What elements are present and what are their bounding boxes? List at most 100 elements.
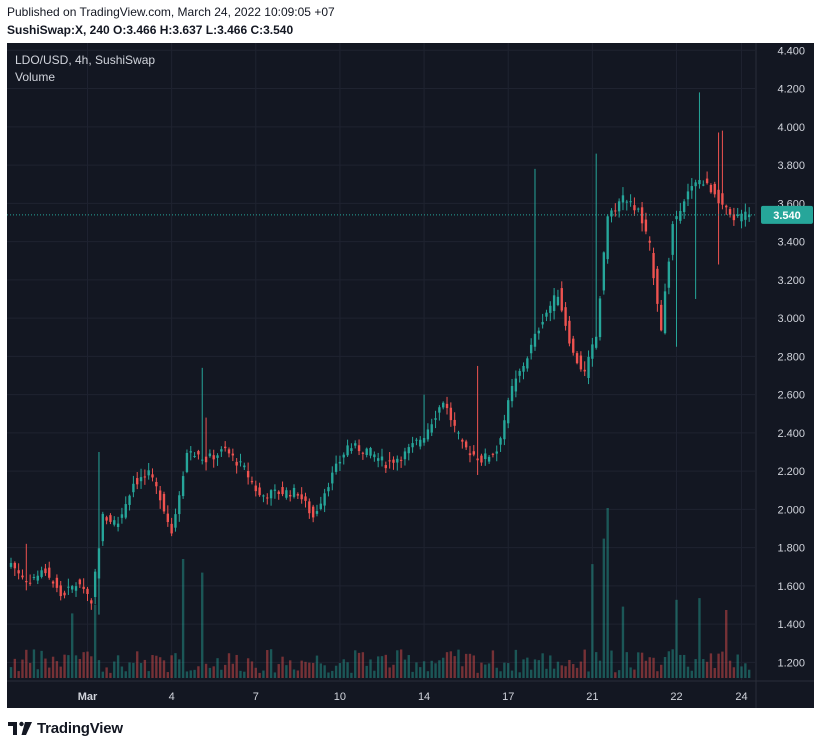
volume-bar	[682, 654, 686, 678]
volume-bar	[132, 662, 135, 678]
volume-bar	[315, 655, 319, 678]
candle-body	[698, 180, 701, 185]
candle-body	[644, 219, 648, 232]
volume-bar	[705, 661, 709, 678]
volume-bar	[78, 658, 82, 678]
candle-body	[71, 586, 74, 590]
candle-body	[747, 214, 751, 218]
candle-body	[415, 439, 418, 441]
y-tick-label: 4.400	[777, 45, 805, 57]
volume-bar	[625, 652, 628, 678]
candle-body	[621, 195, 625, 203]
x-tick-label: Mar	[78, 691, 98, 703]
volume-bar	[216, 658, 219, 678]
volume-bar	[9, 667, 13, 678]
volume-bar	[373, 670, 376, 678]
volume-bar	[541, 653, 544, 678]
candle-body	[323, 493, 326, 506]
candle-body	[319, 503, 322, 509]
volume-bar	[36, 669, 39, 678]
volume-bar	[503, 662, 506, 678]
candle-body	[445, 403, 449, 409]
volume-bar	[640, 652, 644, 678]
candle-body	[308, 501, 311, 514]
candle-body	[476, 458, 479, 461]
candle-body	[388, 460, 391, 462]
candle-body	[376, 458, 380, 461]
candle-body	[246, 470, 250, 478]
volume-bar	[67, 655, 70, 678]
volume-bar	[201, 572, 204, 678]
candle-body	[354, 443, 357, 446]
volume-bar	[178, 659, 181, 678]
candle-body	[464, 441, 468, 448]
candle-body	[231, 453, 235, 456]
volume-bar	[90, 656, 93, 678]
volume-bar	[411, 671, 414, 678]
volume-bar	[143, 659, 147, 678]
candle-body	[289, 494, 292, 497]
volume-bar	[606, 508, 609, 678]
volume-bar	[671, 649, 674, 678]
volume-bar	[587, 671, 590, 678]
candle-body	[32, 577, 36, 579]
volume-bar	[32, 649, 36, 678]
candle-body	[277, 491, 280, 495]
candle-body	[82, 586, 85, 590]
candle-body	[342, 454, 345, 458]
volume-bar	[568, 659, 571, 678]
candle-body	[491, 453, 495, 455]
brand[interactable]: TradingView	[7, 719, 123, 737]
volume-bar	[491, 650, 495, 678]
candle-body	[143, 476, 147, 478]
candle-body	[606, 216, 609, 260]
candle-body	[285, 490, 288, 498]
candle-body	[36, 575, 39, 581]
volume-bar	[63, 654, 66, 678]
candle-body	[254, 485, 257, 492]
volume-bar	[21, 659, 24, 678]
candle-body	[713, 183, 716, 195]
volume-bar	[308, 662, 311, 678]
volume-bar	[740, 666, 743, 678]
candle-body	[235, 461, 238, 466]
volume-bar	[663, 657, 667, 678]
volume-bar	[97, 660, 101, 678]
candle-body	[197, 451, 200, 455]
candlestick-chart[interactable]: 1.200 1.400 1.600 1.800 2.000 2.200 2.400 2.600…	[7, 43, 814, 708]
chart-frame[interactable]: 1.200 1.400 1.600 1.800 2.000 2.200 2.400 2.600…	[7, 43, 814, 708]
candle-body	[556, 296, 560, 306]
volume-bar	[235, 654, 238, 678]
volume-bar	[136, 651, 139, 678]
candle-body	[594, 336, 598, 348]
volume-bar	[648, 657, 651, 678]
volume-bar	[495, 667, 498, 678]
candle-body	[361, 452, 365, 454]
x-tick-label: 21	[586, 691, 598, 703]
volume-bar	[86, 651, 89, 678]
candle-body	[346, 445, 349, 456]
candle-body	[499, 438, 502, 445]
volume-bar	[514, 649, 518, 678]
volume-bar	[243, 671, 246, 678]
volume-bar	[533, 659, 537, 678]
candle-body	[44, 568, 47, 574]
candle-body	[369, 448, 372, 456]
candle-body	[487, 456, 491, 462]
candle-body	[296, 494, 300, 496]
candle-body	[116, 523, 120, 527]
brand-name: TradingView	[37, 719, 123, 737]
y-tick-label: 3.800	[777, 160, 805, 172]
volume-bar	[158, 657, 162, 678]
volume-bar	[484, 664, 487, 678]
volume-bar	[453, 656, 456, 678]
candle-body	[449, 407, 453, 421]
candle-body	[9, 563, 13, 567]
volume-bar	[728, 660, 732, 678]
candle-body	[357, 445, 361, 452]
volume-bar	[415, 662, 418, 678]
candle-body	[663, 291, 667, 334]
candle-body	[365, 448, 368, 455]
volume-bar	[426, 671, 430, 678]
volume-bar	[71, 613, 74, 678]
